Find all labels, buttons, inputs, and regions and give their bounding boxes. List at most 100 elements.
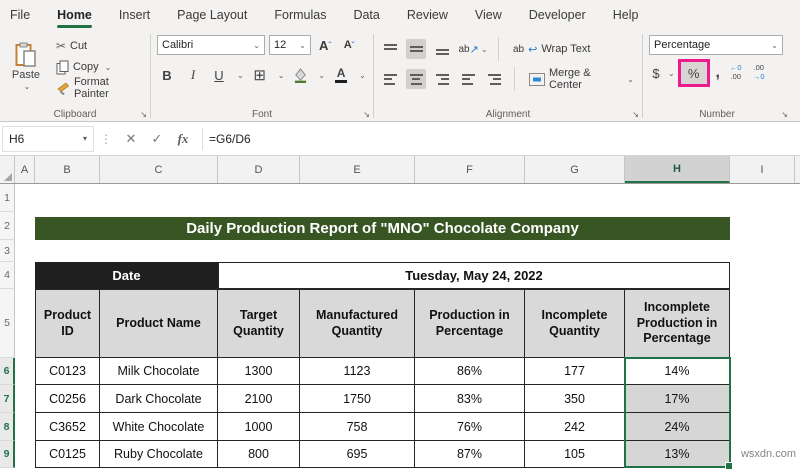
comma-style-button[interactable]: , xyxy=(715,64,720,82)
cell-d6[interactable]: 1300 xyxy=(218,358,300,385)
underline-button[interactable]: U xyxy=(214,67,224,83)
cancel-button[interactable]: ✕ xyxy=(125,130,137,146)
decrease-decimal-button[interactable]: .00 →0 xyxy=(749,64,769,81)
align-middle-button[interactable] xyxy=(406,39,426,59)
tab-review[interactable]: Review xyxy=(406,8,448,22)
cell-h8[interactable]: 24% xyxy=(625,413,729,441)
cell-c6[interactable]: Milk Chocolate xyxy=(100,358,218,385)
cell-g6[interactable]: 177 xyxy=(525,358,625,385)
cell-b6[interactable]: C0123 xyxy=(36,358,100,385)
table-header-product-id[interactable]: Product ID xyxy=(36,290,100,358)
align-right-button[interactable] xyxy=(432,69,452,89)
row-header-2[interactable]: 2 xyxy=(0,212,15,240)
column-header-i[interactable]: I xyxy=(730,156,795,183)
cell-g7[interactable]: 350 xyxy=(525,385,625,413)
column-header-a[interactable]: A xyxy=(15,156,35,183)
tab-page-layout[interactable]: Page Layout xyxy=(177,8,248,22)
column-header-e[interactable]: E xyxy=(300,156,415,183)
chevron-down-icon[interactable]: ⌄ xyxy=(237,70,244,80)
align-left-button[interactable] xyxy=(380,69,400,89)
cell-h7[interactable]: 17% xyxy=(625,385,729,413)
table-header-target-quantity[interactable]: Target Quantity xyxy=(218,290,300,358)
formula-input[interactable]: =G6/D6 xyxy=(209,131,251,146)
number-dialog-launcher-icon[interactable]: ↘ xyxy=(781,110,788,119)
chevron-down-icon[interactable]: ⌄ xyxy=(277,70,285,80)
table-header-manufactured-quantity[interactable]: Manufactured Quantity xyxy=(300,290,415,358)
cell-b7[interactable]: C0256 xyxy=(36,385,100,413)
date-label-cell[interactable]: Date xyxy=(35,262,218,289)
merge-center-button[interactable]: Merge & Center ⌄ xyxy=(525,67,638,91)
alignment-dialog-launcher-icon[interactable]: ↘ xyxy=(632,110,639,119)
table-header-incomplete-quantity[interactable]: Incomplete Quantity xyxy=(525,290,625,358)
cell-e7[interactable]: 1750 xyxy=(300,385,415,413)
increase-indent-button[interactable] xyxy=(484,69,504,89)
column-header-d[interactable]: D xyxy=(218,156,300,183)
bold-button[interactable]: B xyxy=(162,67,172,83)
clipboard-dialog-launcher-icon[interactable]: ↘ xyxy=(140,110,147,119)
cell-g8[interactable]: 242 xyxy=(525,413,625,441)
cell-c7[interactable]: Dark Chocolate xyxy=(100,385,218,413)
font-size-combobox[interactable]: 12 ⌄ xyxy=(269,35,311,55)
fill-color-button[interactable] xyxy=(290,65,310,85)
font-color-button[interactable]: A xyxy=(331,65,351,85)
tab-file[interactable]: File xyxy=(10,8,31,22)
column-header-g[interactable]: G xyxy=(525,156,625,183)
tab-home[interactable]: Home xyxy=(57,0,92,30)
cell-e6[interactable]: 1123 xyxy=(300,358,415,385)
copy-button[interactable]: Copy ⌄ xyxy=(56,58,146,76)
column-header-h[interactable]: H xyxy=(625,156,730,183)
cell-h6-active[interactable]: 14% xyxy=(625,358,729,385)
cell-f8[interactable]: 76% xyxy=(415,413,525,441)
row-header-7[interactable]: 7 xyxy=(0,385,15,413)
row-header-4[interactable]: 4 xyxy=(0,262,15,289)
tab-view[interactable]: View xyxy=(474,8,502,22)
row-header-9[interactable]: 9 xyxy=(0,441,15,468)
cell-b8[interactable]: C3652 xyxy=(36,413,100,441)
wrap-text-button[interactable]: ab ↩ Wrap Text xyxy=(509,39,594,59)
cell-d9[interactable]: 800 xyxy=(218,441,300,467)
borders-button[interactable]: ⊞ xyxy=(253,67,266,84)
align-bottom-button[interactable] xyxy=(432,39,452,59)
insert-function-button[interactable]: fx xyxy=(177,130,189,146)
italic-button[interactable]: I xyxy=(190,67,196,82)
column-header-f[interactable]: F xyxy=(415,156,525,183)
column-header-c[interactable]: C xyxy=(100,156,218,183)
enter-button[interactable]: ✓ xyxy=(151,130,163,146)
tab-developer[interactable]: Developer xyxy=(528,8,586,22)
align-center-button[interactable] xyxy=(406,69,426,89)
align-top-button[interactable] xyxy=(380,39,400,59)
cut-button[interactable]: ✂ Cut xyxy=(56,37,146,55)
tab-formulas[interactable]: Formulas xyxy=(274,8,327,22)
cell-c8[interactable]: White Chocolate xyxy=(100,413,218,441)
table-header-production-in-percentage[interactable]: Production in Percentage xyxy=(415,290,525,358)
number-format-combobox[interactable]: Percentage ⌄ xyxy=(649,35,783,55)
cell-f7[interactable]: 83% xyxy=(415,385,525,413)
chevron-down-icon[interactable]: ⌄ xyxy=(668,68,675,78)
cell-e8[interactable]: 758 xyxy=(300,413,415,441)
cell-d7[interactable]: 2100 xyxy=(218,385,300,413)
orientation-button[interactable]: ab ↗ ⌄ xyxy=(458,39,488,59)
decrease-indent-button[interactable] xyxy=(458,69,478,89)
name-box[interactable]: H6 ▾ xyxy=(2,125,94,152)
tab-help[interactable]: Help xyxy=(612,8,639,22)
cell-h9[interactable]: 13% xyxy=(625,441,729,467)
cell-b9[interactable]: C0125 xyxy=(36,441,100,467)
font-dialog-launcher-icon[interactable]: ↘ xyxy=(363,110,370,119)
select-all-button[interactable] xyxy=(0,156,15,183)
format-painter-button[interactable]: Format Painter xyxy=(56,76,146,100)
date-value-cell[interactable]: Tuesday, May 24, 2022 xyxy=(218,262,730,289)
row-header-3[interactable]: 3 xyxy=(0,240,15,262)
cell-c9[interactable]: Ruby Chocolate xyxy=(100,441,218,467)
font-name-combobox[interactable]: Calibri ⌄ xyxy=(157,35,265,55)
chevron-down-icon[interactable]: ⌄ xyxy=(359,70,366,80)
cell-g9[interactable]: 105 xyxy=(525,441,625,467)
row-header-6[interactable]: 6 xyxy=(0,358,15,385)
row-header-1[interactable]: 1 xyxy=(0,184,15,212)
column-header-b[interactable]: B xyxy=(35,156,100,183)
row-header-5[interactable]: 5 xyxy=(0,289,15,358)
cell-e9[interactable]: 695 xyxy=(300,441,415,467)
cell-d8[interactable]: 1000 xyxy=(218,413,300,441)
row-header-8[interactable]: 8 xyxy=(0,413,15,441)
